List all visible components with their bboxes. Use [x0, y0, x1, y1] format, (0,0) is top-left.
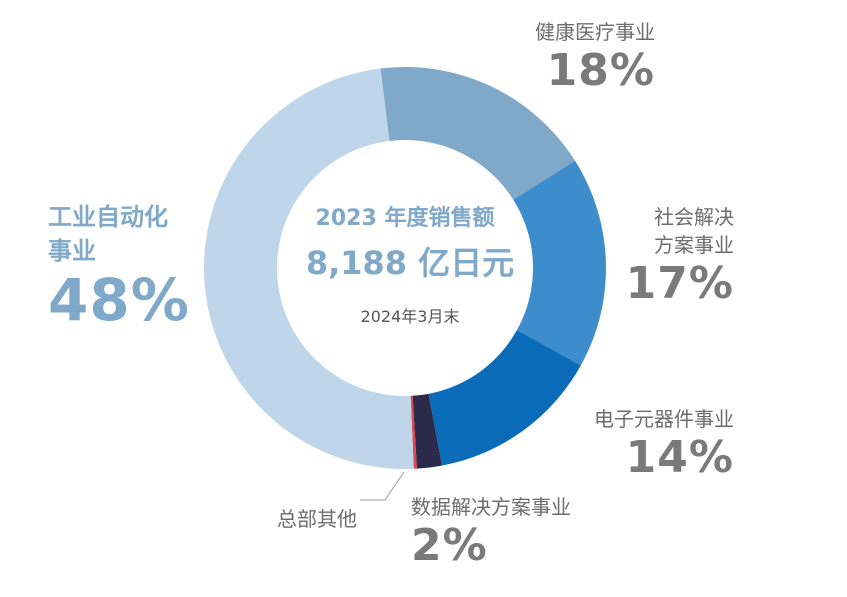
label-device-module: 电子元器件事业 14% — [594, 405, 734, 483]
donut-slice-dat — [412, 393, 442, 469]
label-hq-other: 总部其他 — [277, 505, 357, 533]
donut-slice-soc — [513, 160, 607, 366]
center-total: 8,188 亿日元 — [305, 244, 515, 282]
label-social-solutions-pct: 17% — [625, 258, 734, 309]
label-social-solutions: 社会解决 方案事业 17% — [626, 203, 734, 309]
label-data-solutions-pct: 2% — [411, 520, 488, 571]
hq-leader-line — [384, 471, 405, 501]
label-healthcare: 健康医疗事业 18% — [535, 18, 655, 96]
label-data-solutions-name: 数据解决方案事业 — [411, 495, 571, 519]
label-industrial-automation: 工业自动化 事业 48% — [48, 200, 190, 332]
label-social-solutions-name-line1: 社会解决 — [654, 205, 734, 229]
donut-slice-hq — [410, 395, 417, 469]
label-healthcare-pct: 18% — [546, 45, 655, 96]
label-industrial-automation-name-line1: 工业自动化 — [48, 203, 168, 231]
label-hq-other-name: 总部其他 — [277, 507, 357, 531]
donut-slice-iab — [204, 68, 414, 469]
donut-slice-dev — [428, 330, 581, 466]
center-date: 2024年3月末 — [360, 307, 460, 326]
label-device-module-name: 电子元器件事业 — [594, 407, 734, 431]
label-industrial-automation-pct: 48% — [48, 266, 190, 334]
donut-slice-hc — [380, 66, 576, 200]
label-industrial-automation-name-line2: 事业 — [48, 237, 96, 265]
label-device-module-pct: 14% — [625, 432, 734, 483]
donut-slices — [204, 66, 607, 469]
label-social-solutions-name-line2: 方案事业 — [654, 233, 734, 257]
label-data-solutions: 数据解决方案事业 2% — [411, 493, 571, 571]
center-title: 2023 年度销售额 — [315, 206, 495, 231]
label-healthcare-name: 健康医疗事业 — [535, 20, 655, 44]
